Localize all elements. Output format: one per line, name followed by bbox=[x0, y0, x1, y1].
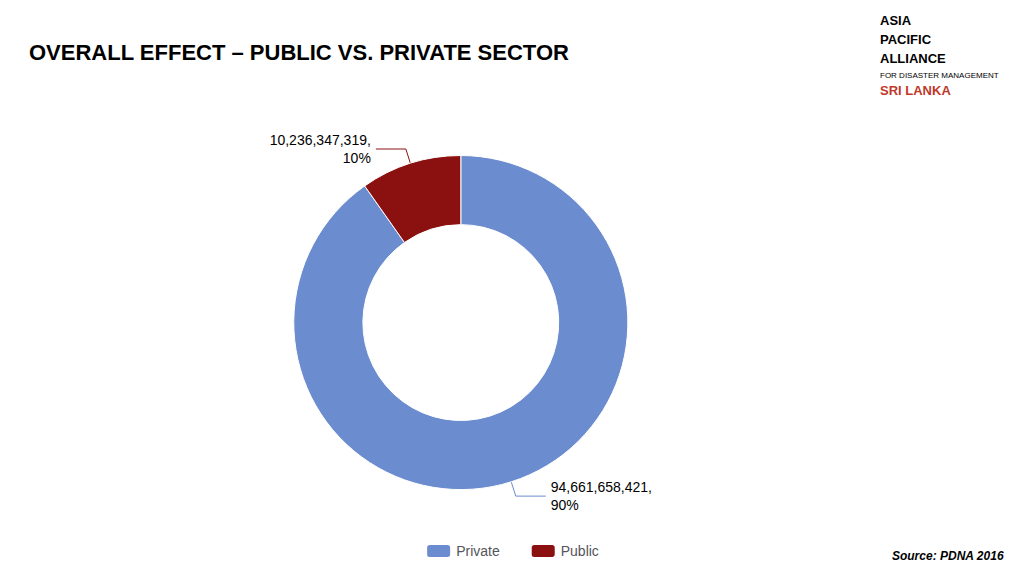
svg-text:10,236,347,319,: 10,236,347,319, bbox=[270, 132, 371, 148]
svg-text:Source: PDNA 2016: Source: PDNA 2016 bbox=[892, 549, 1004, 563]
svg-text:SRI LANKA: SRI LANKA bbox=[880, 83, 951, 98]
svg-text:ASIA: ASIA bbox=[880, 13, 912, 28]
svg-text:94,661,658,421,: 94,661,658,421, bbox=[551, 479, 652, 495]
svg-text:10%: 10% bbox=[343, 150, 371, 166]
svg-text:PACIFIC: PACIFIC bbox=[880, 32, 932, 47]
svg-text:FOR DISASTER MANAGEMENT: FOR DISASTER MANAGEMENT bbox=[880, 71, 999, 80]
svg-text:90%: 90% bbox=[551, 497, 579, 513]
svg-text:OVERALL EFFECT – PUBLIC VS. PR: OVERALL EFFECT – PUBLIC VS. PRIVATE SECT… bbox=[29, 40, 569, 65]
svg-text:Public: Public bbox=[561, 543, 599, 559]
svg-text:Private: Private bbox=[456, 543, 500, 559]
svg-text:ALLIANCE: ALLIANCE bbox=[880, 51, 946, 66]
